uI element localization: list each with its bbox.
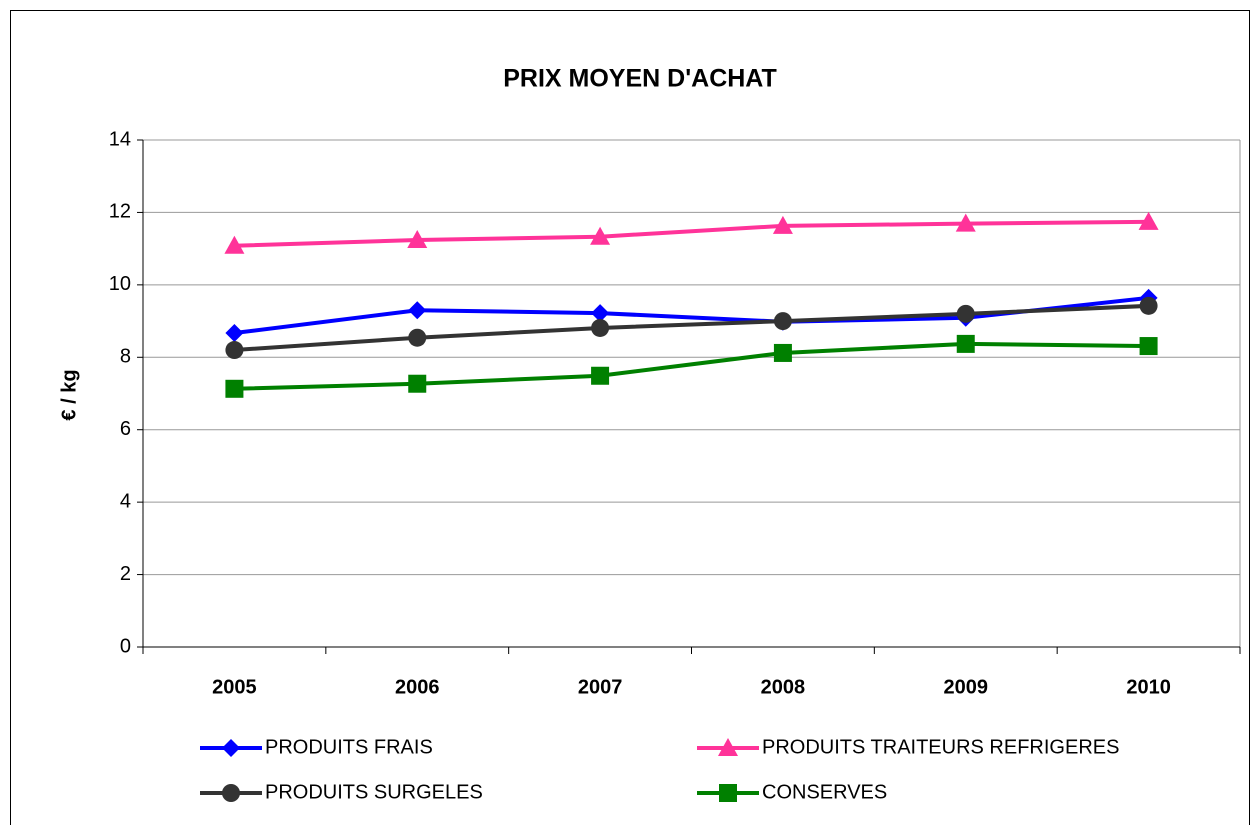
y-tick-label: 6 bbox=[120, 418, 131, 440]
marker bbox=[590, 226, 611, 245]
marker bbox=[1139, 337, 1158, 356]
x-tick-label: 2010 bbox=[1126, 676, 1171, 698]
marker bbox=[772, 215, 793, 234]
marker bbox=[408, 328, 427, 347]
marker bbox=[956, 304, 975, 323]
y-tick-label: 8 bbox=[120, 346, 131, 368]
y-tick-label: 4 bbox=[120, 490, 131, 512]
chart-title: PRIX MOYEN D'ACHAT bbox=[503, 65, 777, 93]
marker bbox=[773, 343, 792, 362]
marker bbox=[955, 213, 976, 232]
y-tick-label: 10 bbox=[109, 273, 131, 295]
marker bbox=[719, 784, 737, 802]
x-tick-label: 2007 bbox=[578, 676, 623, 698]
x-tick-label: 2005 bbox=[212, 676, 257, 698]
marker bbox=[225, 341, 244, 360]
y-tick-label: 0 bbox=[120, 635, 131, 657]
marker bbox=[408, 374, 427, 393]
y-axis-label: € / kg bbox=[58, 369, 80, 420]
x-tick-label: 2006 bbox=[395, 676, 440, 698]
marker bbox=[408, 301, 427, 320]
series-line bbox=[234, 219, 1149, 248]
marker bbox=[225, 379, 244, 398]
marker bbox=[1139, 296, 1158, 315]
marker bbox=[224, 235, 245, 254]
series-line bbox=[234, 341, 1149, 391]
marker bbox=[407, 229, 428, 248]
marker bbox=[718, 738, 738, 756]
marker bbox=[1138, 211, 1159, 230]
marker bbox=[773, 312, 792, 331]
marker bbox=[591, 318, 610, 337]
y-tick-label: 2 bbox=[120, 563, 131, 585]
legend-label: PRODUITS FRAIS bbox=[265, 736, 433, 758]
y-tick-label: 14 bbox=[109, 128, 131, 150]
marker bbox=[222, 739, 240, 757]
marker bbox=[222, 784, 240, 802]
series-line bbox=[234, 303, 1149, 353]
legend-label: PRODUITS TRAITEURS REFRIGERES bbox=[762, 736, 1119, 758]
marker bbox=[591, 304, 610, 323]
chart-frame bbox=[10, 10, 1250, 825]
x-tick-label: 2009 bbox=[944, 676, 989, 698]
legend-label: CONSERVES bbox=[762, 781, 887, 803]
marker bbox=[956, 334, 975, 353]
marker bbox=[225, 324, 244, 343]
legend-label: PRODUITS SURGELES bbox=[265, 781, 483, 803]
x-tick-label: 2008 bbox=[761, 676, 806, 698]
marker bbox=[591, 366, 610, 385]
y-tick-label: 12 bbox=[109, 201, 131, 223]
